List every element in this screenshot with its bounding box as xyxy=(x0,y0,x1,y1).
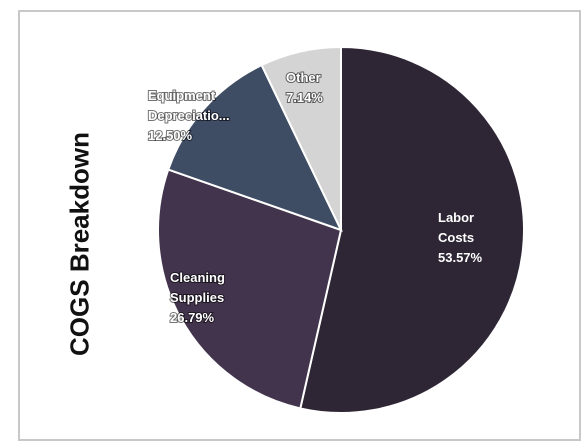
pie-slice-2 xyxy=(167,63,343,232)
slice-label-2: Equipment Depreciatio... 12.50% xyxy=(148,88,230,143)
slice-label-1: Cleaning Supplies 26.79% xyxy=(170,270,225,325)
slice-label-3: Other 7.14% xyxy=(286,70,323,105)
pie-chart: Labor Costs 53.57% Cleaning Supplies 26.79% Eq… xyxy=(147,45,525,414)
pie-slice-3 xyxy=(260,45,342,231)
pie-slice-0 xyxy=(299,45,525,414)
chart-frame: COGS Breakdown Labor Costs 53.57% Cleaning S… xyxy=(18,10,581,441)
slice-label-0: Labor Costs 53.57% xyxy=(438,210,483,265)
pie-slice-1 xyxy=(157,168,343,410)
